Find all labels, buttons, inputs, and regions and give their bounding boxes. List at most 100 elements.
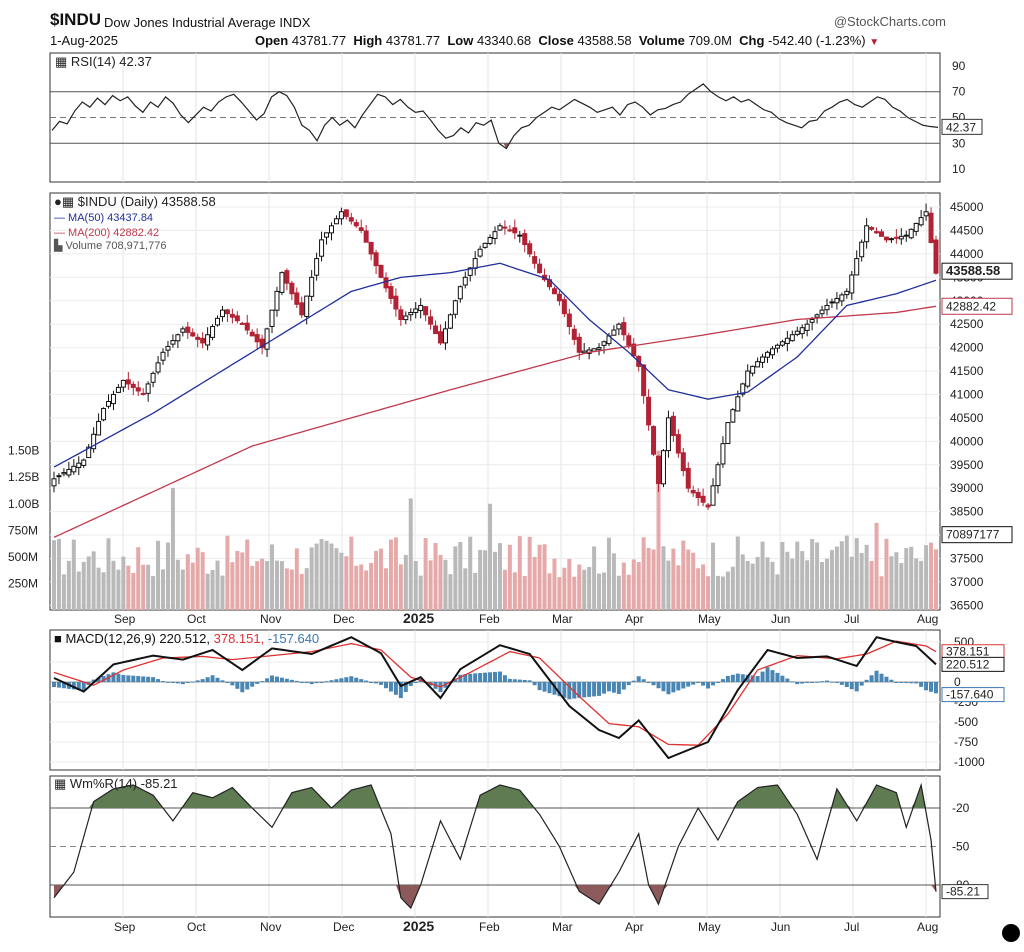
price-candle: [180, 326, 186, 337]
volume-bar: [844, 535, 849, 610]
candle-body: [888, 238, 894, 241]
macd-hist-bar: [859, 682, 864, 686]
volume-bar: [210, 570, 215, 610]
volume-bar: [914, 558, 919, 610]
volume-bar: [587, 567, 592, 610]
candle-body: [715, 464, 721, 487]
price-candle: [324, 232, 330, 245]
volume-bar: [810, 539, 815, 610]
macd-hist-bar: [240, 682, 245, 693]
price-candle: [428, 309, 434, 330]
macd-hist-bar: [869, 675, 874, 682]
candle-body: [670, 415, 676, 436]
volume-bar: [765, 557, 770, 610]
candle-body: [611, 329, 617, 336]
price-candle: [517, 231, 523, 243]
candle-body: [566, 313, 572, 328]
price-candle: [794, 326, 800, 337]
price-candle: [210, 324, 216, 341]
macd-hist-bar: [334, 679, 339, 682]
close-value-tag-box: [941, 262, 1013, 280]
volume-bar: [294, 548, 299, 610]
price-candle: [447, 313, 453, 329]
volume-bar: [468, 536, 473, 610]
volume-bar: [349, 536, 354, 610]
price-candle: [611, 325, 617, 336]
candle-body: [328, 225, 334, 234]
macd-hist-bar: [597, 682, 602, 696]
volume-bar: [602, 572, 607, 610]
price-candle: [333, 215, 339, 225]
candle-body: [537, 263, 543, 274]
volume-bar: [864, 544, 869, 610]
macd-hist-bar: [656, 682, 661, 689]
macd-hist-bar: [141, 676, 146, 682]
macd-hist-bar: [904, 682, 909, 684]
macd-hist-bar: [894, 682, 899, 683]
price-candle: [284, 268, 290, 291]
candle-body: [115, 386, 121, 393]
price-candle: [368, 241, 374, 261]
williams-tick-label: -20: [952, 801, 970, 815]
price-candle: [264, 327, 270, 357]
price-candle: [641, 364, 647, 404]
x-axis-label-bottom: Nov: [260, 920, 281, 934]
candle-body: [903, 234, 909, 237]
price-candle: [106, 394, 112, 409]
volume-bar: [824, 558, 829, 610]
price-candle: [844, 288, 850, 299]
macd-hist-bar: [497, 671, 502, 682]
candle-body: [913, 222, 919, 232]
price-candle: [616, 322, 622, 336]
candle-body: [789, 334, 795, 342]
price-candle: [269, 309, 275, 334]
volume-bar: [52, 540, 56, 610]
candle-body: [215, 317, 221, 326]
price-candle: [675, 429, 681, 458]
price-tick-label: 36500: [950, 598, 984, 612]
candle-body: [745, 370, 751, 387]
macd-hist-bar: [279, 677, 284, 682]
volume-bar: [448, 574, 453, 610]
price-candle: [175, 333, 181, 349]
price-candle: [502, 220, 508, 235]
candle-body: [457, 286, 463, 300]
price-candle: [279, 271, 285, 296]
macd-value-tag: 220.512: [946, 657, 990, 671]
candle-body: [740, 383, 746, 395]
ma50-line: [53, 262, 937, 468]
volume-bar: [354, 565, 359, 610]
macd-hist-bar: [284, 678, 289, 682]
price-candle: [289, 280, 295, 301]
candle-body: [314, 258, 320, 276]
x-axis-label: Mar: [552, 612, 573, 626]
volume-bar: [874, 522, 879, 610]
macd-hist-bar: [839, 682, 844, 685]
macd-hist-bar: [671, 682, 676, 693]
price-candle: [527, 240, 533, 258]
candle-body: [249, 331, 255, 337]
volume-bar: [270, 544, 275, 610]
candle-body: [502, 226, 508, 229]
macd-hist-bar: [379, 682, 384, 685]
volume-bar: [636, 562, 641, 610]
macd-hist-bar: [195, 680, 200, 682]
candle-body: [279, 272, 285, 293]
candle-body: [779, 341, 785, 346]
volume-bar: [755, 556, 760, 610]
price-candle: [190, 328, 196, 337]
price-candle: [110, 390, 116, 411]
x-axis-label: Oct: [187, 612, 206, 626]
x-axis-label: Sep: [114, 612, 136, 626]
price-candle: [893, 229, 899, 244]
price-tick-label: 39000: [950, 481, 984, 495]
rsi-tick-label: 10: [952, 162, 966, 176]
macd-hist-bar: [314, 682, 319, 684]
candle-body: [101, 408, 107, 421]
volume-bar: [379, 548, 384, 610]
macd-hist-bar: [532, 682, 537, 686]
candle-body: [393, 295, 399, 310]
price-candle: [408, 308, 414, 321]
price-candle: [864, 218, 870, 249]
price-candle: [888, 237, 894, 243]
